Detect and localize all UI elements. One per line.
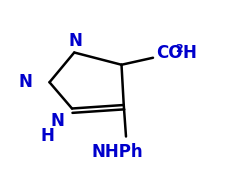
Text: CO: CO: [156, 44, 183, 61]
Text: H: H: [182, 44, 196, 61]
Text: NHPh: NHPh: [91, 143, 143, 161]
Text: N: N: [68, 32, 82, 50]
Text: 2: 2: [176, 44, 183, 54]
Text: N: N: [50, 112, 64, 130]
Text: N: N: [19, 73, 33, 91]
Text: H: H: [40, 127, 54, 145]
